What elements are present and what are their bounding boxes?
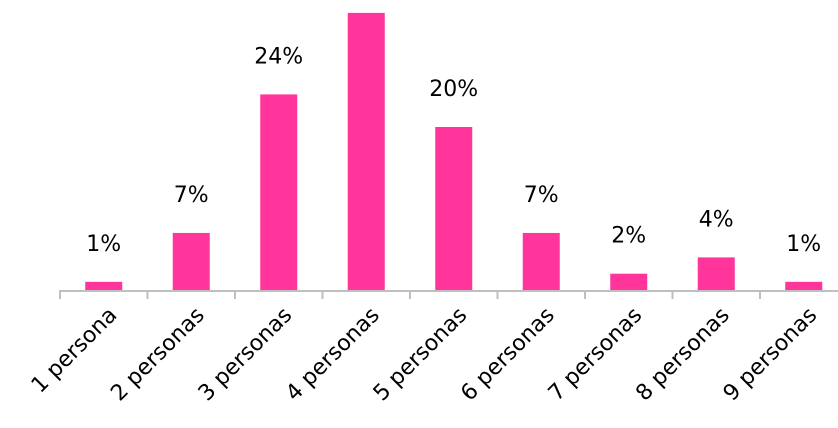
bar (697, 257, 735, 290)
data-label: 4% (699, 207, 734, 232)
x-tick-label: 8 personas (631, 303, 734, 406)
x-tick-label: 7 personas (544, 303, 647, 406)
data-label: 1% (86, 232, 121, 257)
data-label: 20% (429, 77, 478, 102)
data-label: 1% (786, 232, 821, 257)
x-tick-label: 1 persona (27, 303, 122, 398)
bar (785, 281, 823, 290)
bar (260, 94, 298, 291)
data-label: 7% (174, 183, 209, 208)
x-tick-label: 5 personas (369, 303, 472, 406)
data-label: 2% (611, 224, 646, 249)
x-tick-label: 6 personas (456, 303, 559, 406)
bar (522, 232, 560, 290)
bar (610, 273, 648, 290)
bar (85, 281, 123, 290)
x-tick-label: 3 personas (194, 303, 297, 406)
x-tick-label: 2 personas (106, 303, 209, 406)
x-tick-label: 4 personas (281, 303, 384, 406)
x-tick-label: 9 personas (719, 303, 822, 406)
data-label: 24% (254, 44, 303, 69)
bar (172, 232, 210, 290)
bar (347, 12, 385, 291)
bar (435, 127, 473, 290)
data-label: 7% (524, 183, 559, 208)
